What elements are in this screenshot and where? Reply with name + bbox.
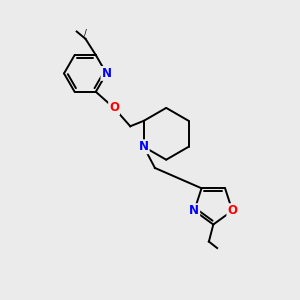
Text: /: / xyxy=(84,28,87,38)
Text: N: N xyxy=(101,67,111,80)
Text: N: N xyxy=(139,140,149,153)
Text: O: O xyxy=(109,101,119,115)
Text: O: O xyxy=(227,204,237,217)
Text: N: N xyxy=(189,204,199,217)
